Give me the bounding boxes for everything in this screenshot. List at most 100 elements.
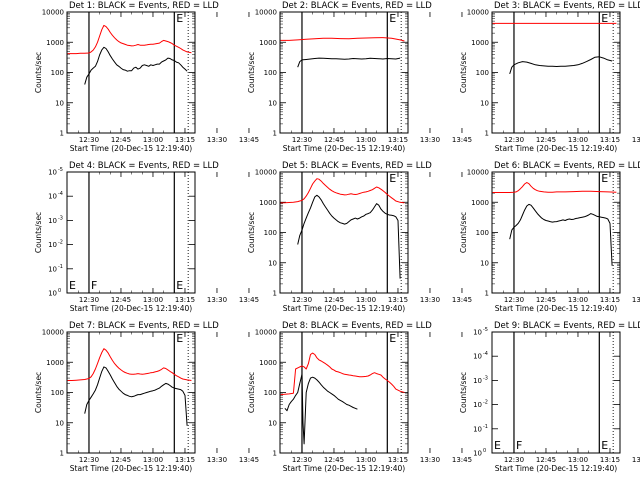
det-4-xtick-label: 13:15: [175, 296, 195, 304]
det-8-xtick-label: 12:45: [324, 456, 344, 464]
det-7-ytick-label: 10: [55, 419, 64, 427]
det-5-frame: [279, 171, 409, 294]
det-5-ytick-label: 1000: [259, 199, 277, 207]
det-1-panel: Det 1: BLACK = Events, RED = LLD 1 10 100 10…: [34, 1, 259, 153]
det-4-frame: [66, 171, 196, 294]
det-8-xtick-label: 12:30: [292, 456, 312, 464]
det-2-xlabel: Start Time (20-Dec-15 12:19:40): [283, 144, 405, 153]
det-4-marker-e-left: E: [69, 279, 76, 292]
det-1-marker-e: E: [176, 12, 183, 25]
det-1-ylabel: Counts/sec: [34, 52, 43, 93]
det-7-xtick-label: 13:45: [239, 456, 259, 464]
det-9-xtick-label: 13:30: [632, 456, 640, 464]
det-7-ylabel: Counts/sec: [34, 372, 43, 413]
det-3-xtick-label: 12:30: [504, 136, 524, 144]
det-7-xtick-label: 13:15: [175, 456, 195, 464]
det-7-xtick-label: 13:00: [143, 456, 163, 464]
det-2-frame: [279, 11, 409, 134]
det-4-marker-f: F: [91, 279, 97, 292]
det-9-xtick-label: 13:00: [568, 456, 588, 464]
det-3-ytick-label: 10000: [467, 9, 489, 17]
det-7-panel: Det 7: BLACK = Events, RED = LLD 1 10 100 10…: [34, 321, 259, 473]
det-5-xtick-label: 12:45: [324, 296, 344, 304]
det-1-xtick-label: 13:15: [175, 136, 195, 144]
det-9-ytick-label: 10: [473, 450, 482, 458]
det-8-ytick-label: 10000: [255, 329, 277, 337]
det-3-ytick-label: 1000: [471, 39, 489, 47]
det-4-ylabel: Counts/sec: [34, 212, 43, 253]
det-1-ytick-label: 100: [51, 69, 64, 77]
det-2-panel: Det 2: BLACK = Events, RED = LLD 1 10 100 10…: [247, 1, 472, 153]
det-1-frame: [66, 11, 196, 134]
det-5-ytick-label: 10: [268, 259, 277, 267]
det-8-xtick-label: 13:30: [420, 456, 440, 464]
det-7-series-events: [84, 366, 188, 426]
det-7-title: Det 7: BLACK = Events, RED = LLD: [69, 321, 219, 331]
det-3-xtick-label: 13:30: [632, 136, 640, 144]
det-3-title: Det 3: BLACK = Events, RED = LLD: [494, 1, 640, 11]
det-2-xtick-label: 13:00: [356, 136, 376, 144]
det-5-ytick-label: 10000: [255, 169, 277, 177]
det-9-frame: [491, 331, 621, 454]
det-8-marker-e: E: [389, 332, 396, 345]
det-6-series-events: [509, 203, 613, 266]
det-4-ytick-exponent: -4: [58, 191, 63, 197]
det-2-xtick-label: 13:30: [420, 136, 440, 144]
det-9-xtick-label: 12:45: [536, 456, 556, 464]
det-4-xtick-label: 12:30: [79, 296, 99, 304]
det-3-xtick-label: 13:00: [568, 136, 588, 144]
det-6-xlabel: Start Time (20-Dec-15 12:19:40): [495, 304, 617, 313]
det-2-series-lld: [280, 37, 405, 42]
det-9-ytick-exponent: -5: [483, 327, 488, 333]
det-6-xtick-label: 13:30: [632, 296, 640, 304]
det-2-xtick-label: 12:30: [292, 136, 312, 144]
det-8-ylabel: Counts/sec: [247, 372, 256, 413]
det-9-ytick-exponent: -3: [483, 375, 488, 381]
det-5-xtick-label: 13:45: [452, 296, 472, 304]
det-4-ytick-exponent: 0: [58, 288, 61, 294]
det-6-ytick-label: 10000: [467, 169, 489, 177]
det-9-ytick-label: 10: [473, 329, 482, 337]
det-3-frame: [491, 11, 621, 134]
det-2-xtick-label: 13:15: [388, 136, 408, 144]
det-1-ytick-label: 1000: [46, 39, 64, 47]
det-4-ytick-exponent: -3: [58, 215, 63, 221]
det-9-ytick-exponent: -1: [483, 424, 488, 430]
det-8-ytick-label: 1000: [259, 359, 277, 367]
det-4-ytick-exponent: -5: [58, 167, 63, 173]
det-4-marker-e: E: [176, 279, 183, 292]
det-6-ylabel: Counts/sec: [459, 212, 468, 253]
det-9-ytick-label: 10: [473, 401, 482, 409]
det-8-xtick-label: 13:45: [452, 456, 472, 464]
det-2-series-events: [297, 57, 401, 68]
det-1-xtick-label: 12:45: [111, 136, 131, 144]
det-1-series-events: [84, 46, 188, 85]
det-9-ytick-exponent: -2: [483, 400, 488, 406]
det-3-xtick-label: 12:45: [536, 136, 556, 144]
det-6-panel: Det 6: BLACK = Events, RED = LLD 1 10 100 10…: [459, 161, 640, 313]
det-6-xtick-label: 13:00: [568, 296, 588, 304]
det-5-xtick-label: 13:30: [420, 296, 440, 304]
det-5-xtick-label: 13:00: [356, 296, 376, 304]
det-1-ytick-label: 1: [60, 130, 64, 138]
det-6-xtick-label: 12:45: [536, 296, 556, 304]
det-7-xtick-label: 12:45: [111, 456, 131, 464]
det-8-xlabel: Start Time (20-Dec-15 12:19:40): [283, 464, 405, 473]
det-5-ytick-label: 1: [273, 290, 277, 298]
det-2-ytick-label: 1: [273, 130, 277, 138]
det-6-ytick-label: 10: [480, 259, 489, 267]
det-1-xtick-label: 12:30: [79, 136, 99, 144]
det-4-xtick-label: 13:45: [239, 296, 259, 304]
det-3-xtick-label: 13:15: [600, 136, 620, 144]
det-5-xtick-label: 12:30: [292, 296, 312, 304]
det-4-ytick-label: 10: [48, 169, 57, 177]
det-9-marker-f: F: [516, 439, 522, 452]
det-2-xtick-label: 12:45: [324, 136, 344, 144]
det-6-ytick-label: 100: [476, 229, 489, 237]
det-9-ylabel: Counts/sec: [459, 372, 468, 413]
det-7-xtick-label: 12:30: [79, 456, 99, 464]
det-9-ytick-exponent: -4: [483, 351, 488, 357]
det-2-ytick-label: 10000: [255, 9, 277, 17]
det-5-title: Det 5: BLACK = Events, RED = LLD: [282, 161, 432, 171]
det-1-xlabel: Start Time (20-Dec-15 12:19:40): [70, 144, 192, 153]
